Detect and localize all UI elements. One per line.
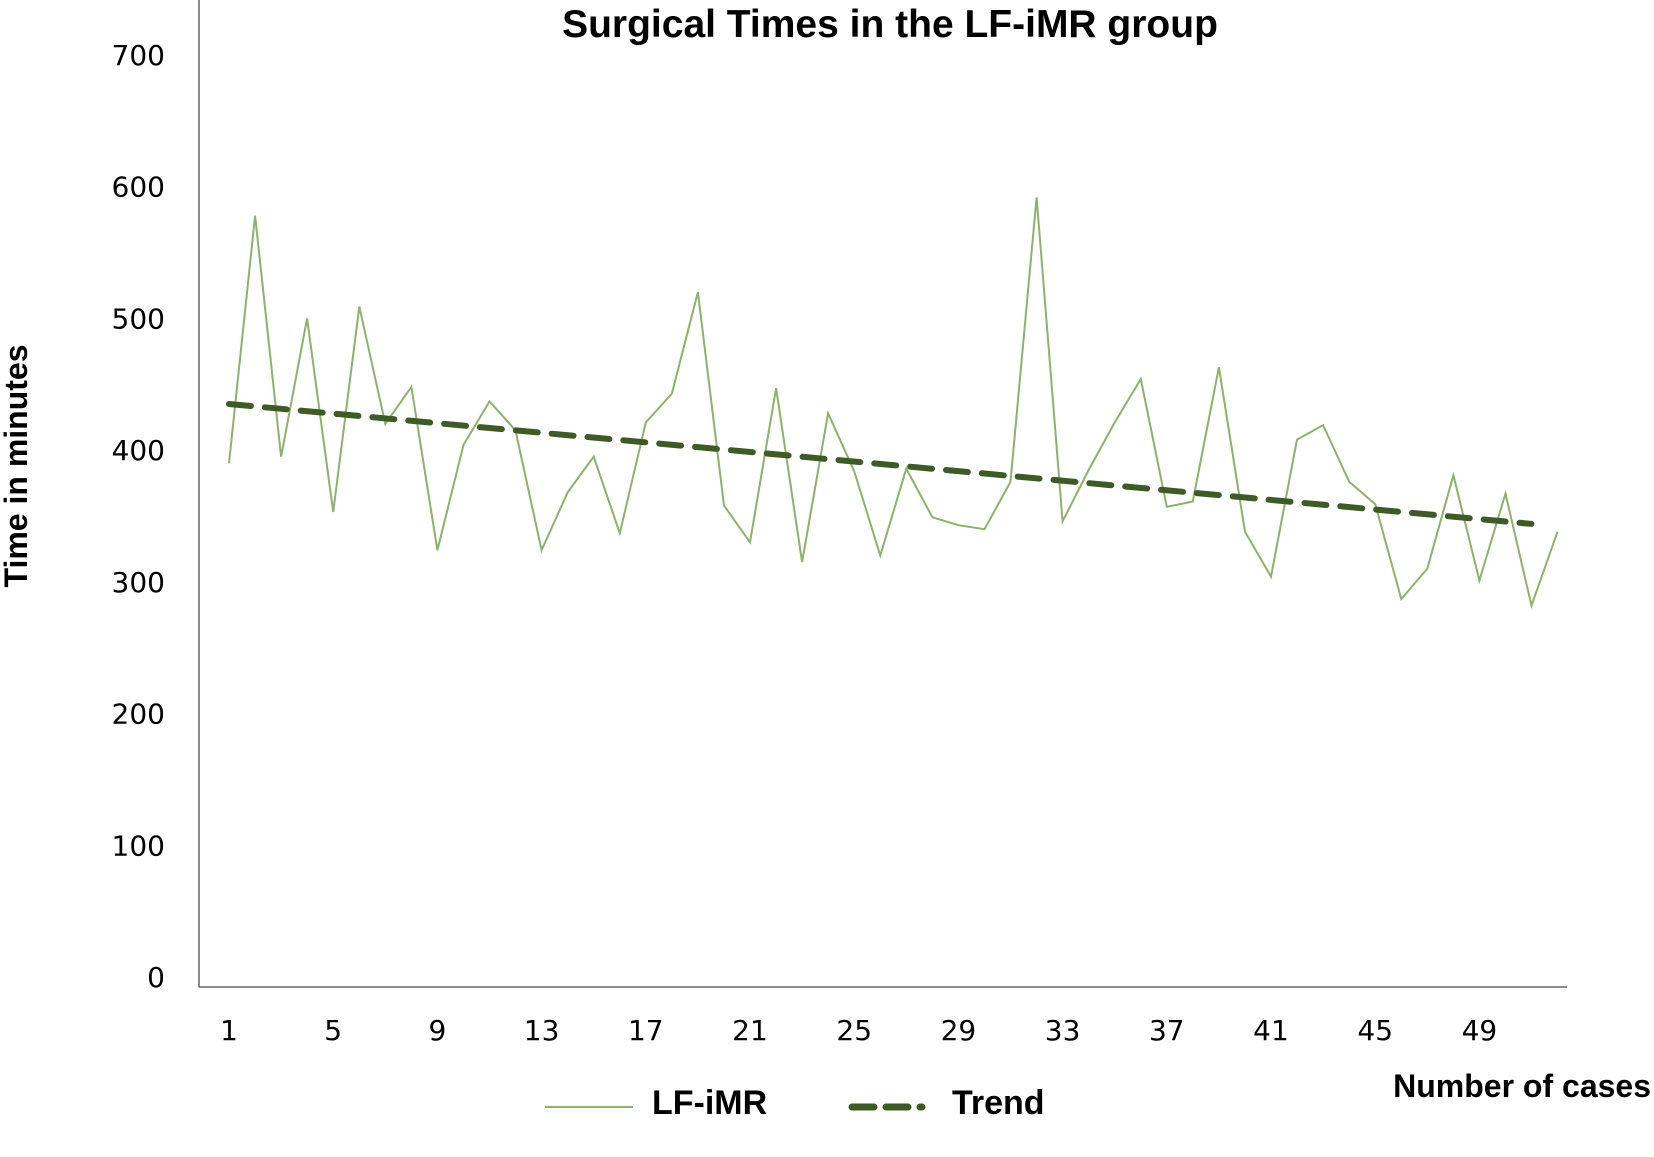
x-tick-label: 21 bbox=[732, 1014, 768, 1047]
y-tick-label: 500 bbox=[112, 302, 165, 335]
y-tick-label: 100 bbox=[112, 829, 165, 862]
y-tick-label: 200 bbox=[112, 698, 165, 731]
y-tick-label: 400 bbox=[112, 434, 165, 467]
x-tick-label: 37 bbox=[1149, 1014, 1185, 1047]
y-tick-labels: 0 100 200 300 400 500 600 700 bbox=[112, 39, 165, 994]
x-tick-label: 45 bbox=[1357, 1014, 1393, 1047]
legend: LF-iMR Trend bbox=[545, 1084, 1045, 1122]
y-axis-label: Time in minutes bbox=[0, 344, 34, 587]
x-axis-label: Number of cases bbox=[1393, 1068, 1651, 1104]
x-tick-label: 29 bbox=[941, 1014, 977, 1047]
legend-label-trend: Trend bbox=[952, 1084, 1045, 1122]
x-tick-label: 13 bbox=[524, 1014, 560, 1047]
y-tick-label: 600 bbox=[112, 171, 165, 204]
x-tick-label: 5 bbox=[324, 1014, 342, 1047]
y-tick-label: 300 bbox=[112, 566, 165, 599]
series-line-trend bbox=[226, 401, 1535, 527]
chart-title: Surgical Times in the LF-iMR group bbox=[562, 3, 1218, 46]
x-tick-label: 9 bbox=[428, 1014, 446, 1047]
series-line-lf-imr bbox=[228, 197, 1559, 610]
x-tick-label: 25 bbox=[836, 1014, 872, 1047]
x-tick-label: 1 bbox=[220, 1014, 238, 1047]
x-tick-label: 17 bbox=[628, 1014, 664, 1047]
y-tick-label: 700 bbox=[112, 39, 165, 72]
legend-label-lf-imr: LF-iMR bbox=[652, 1084, 767, 1122]
y-tick-label: 0 bbox=[147, 961, 165, 994]
x-tick-label: 49 bbox=[1462, 1014, 1498, 1047]
x-tick-label: 33 bbox=[1045, 1014, 1081, 1047]
x-tick-label: 41 bbox=[1253, 1014, 1289, 1047]
x-tick-labels: 1 5 9 13 17 21 25 29 33 37 41 45 49 bbox=[220, 1014, 1497, 1047]
